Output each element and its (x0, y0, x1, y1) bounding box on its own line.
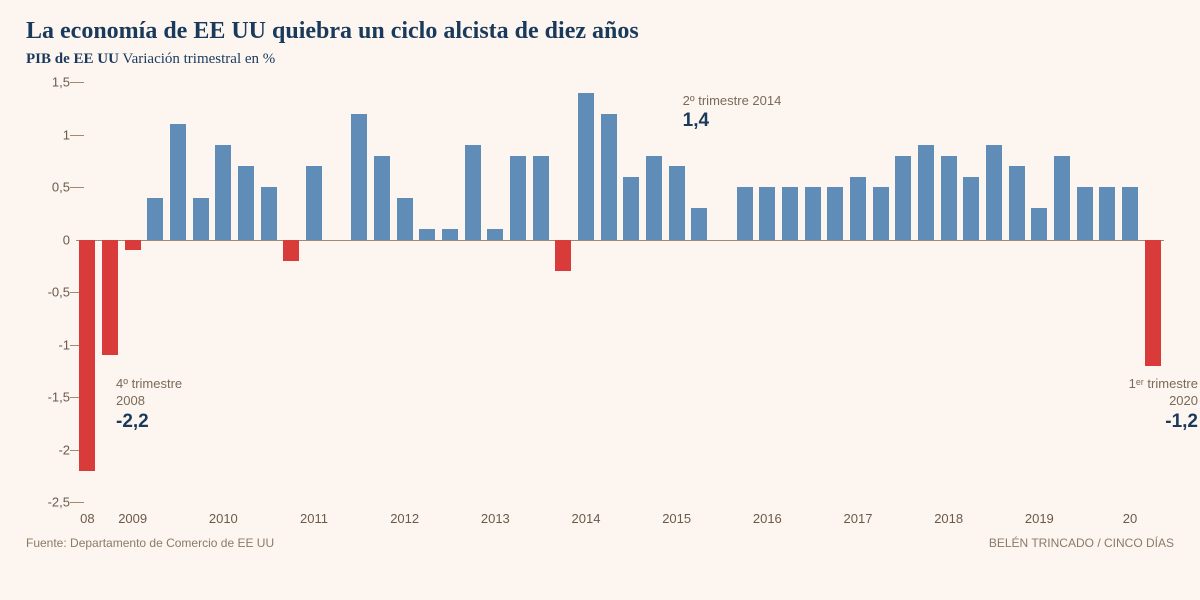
bar (487, 229, 503, 240)
bar (623, 177, 639, 240)
bar (306, 166, 322, 240)
source-text: Fuente: Departamento de Comercio de EE U… (26, 536, 274, 550)
chart-area: 1,5 1 0,5 0 -0,5 -1 -1,5 -2 -2,5 08 2009 2010 2011 20… (26, 72, 1174, 532)
bar (1031, 208, 1047, 240)
bar (941, 156, 957, 240)
ytick-mark (70, 187, 84, 188)
chart-subtitle: PIB de EE UU Variación trimestral en % (26, 51, 1174, 68)
x-axis-label: 2017 (844, 511, 873, 526)
x-axis-label: 2014 (572, 511, 601, 526)
bar (442, 229, 458, 240)
bar (125, 240, 141, 251)
subtitle-rest: Variación trimestral en % (119, 51, 275, 67)
x-axis-label: 2012 (390, 511, 419, 526)
bar (759, 187, 775, 240)
bar (102, 240, 118, 356)
y-axis-label: 0,5 (36, 180, 70, 195)
bar (238, 166, 254, 240)
bar (397, 198, 413, 240)
bar (805, 187, 821, 240)
bar (646, 156, 662, 240)
bar (1145, 240, 1161, 366)
bar (261, 187, 277, 240)
bar (737, 187, 753, 240)
ytick-mark (70, 82, 84, 83)
chart-annotation: 2º trimestre 20141,4 (683, 93, 782, 135)
zero-axis (76, 240, 1164, 241)
bar (555, 240, 571, 272)
x-axis-label: 2011 (300, 511, 328, 526)
bar (1099, 187, 1115, 240)
bar (963, 177, 979, 240)
y-axis-label: 1,5 (36, 75, 70, 90)
y-axis-label: -2 (36, 442, 70, 457)
bar (170, 124, 186, 240)
chart-annotation: 1ᵉʳ trimestre2020-1,2 (1129, 376, 1198, 434)
bar (1122, 187, 1138, 240)
bar (465, 145, 481, 240)
bar (1009, 166, 1025, 240)
bar (374, 156, 390, 240)
bar (1077, 187, 1093, 240)
bar (351, 114, 367, 240)
bar (578, 93, 594, 240)
x-axis-label: 2009 (118, 511, 147, 526)
x-axis-label: 08 (80, 511, 94, 526)
y-axis-label: -1 (36, 337, 70, 352)
bar (873, 187, 889, 240)
y-axis-label: 0 (36, 232, 70, 247)
chart-footer: Fuente: Departamento de Comercio de EE U… (26, 536, 1174, 550)
bar (283, 240, 299, 261)
chart-annotation: 4º trimestre2008-2,2 (116, 376, 182, 434)
bar (782, 187, 798, 240)
ytick-mark (70, 502, 84, 503)
y-axis-label: 1 (36, 127, 70, 142)
x-axis-label: 2013 (481, 511, 510, 526)
x-axis-label: 2016 (753, 511, 782, 526)
bar (1054, 156, 1070, 240)
credit-text: BELÉN TRINCADO / CINCO DÍAS (989, 536, 1174, 550)
bar (147, 198, 163, 240)
x-axis-label: 2010 (209, 511, 238, 526)
bar (691, 208, 707, 240)
bar (850, 177, 866, 240)
subtitle-bold: PIB de EE UU (26, 51, 119, 67)
y-axis-label: -0,5 (36, 285, 70, 300)
bar (669, 166, 685, 240)
bar (827, 187, 843, 240)
plot-area: 1,510,50-0,5-1-1,5-2-2,50820092010201120… (76, 82, 1164, 502)
x-axis-label: 2019 (1025, 511, 1054, 526)
bar (533, 156, 549, 240)
bar (215, 145, 231, 240)
bar (79, 240, 95, 471)
bar (918, 145, 934, 240)
y-axis-label: -2,5 (36, 495, 70, 510)
chart-title: La economía de EE UU quiebra un ciclo al… (26, 18, 1174, 45)
bar (193, 198, 209, 240)
x-axis-label: 20 (1123, 511, 1137, 526)
ytick-mark (70, 135, 84, 136)
x-axis-label: 2018 (934, 511, 963, 526)
bar (601, 114, 617, 240)
bar (510, 156, 526, 240)
bar (895, 156, 911, 240)
bar (419, 229, 435, 240)
y-axis-label: -1,5 (36, 390, 70, 405)
bar (986, 145, 1002, 240)
x-axis-label: 2015 (662, 511, 691, 526)
